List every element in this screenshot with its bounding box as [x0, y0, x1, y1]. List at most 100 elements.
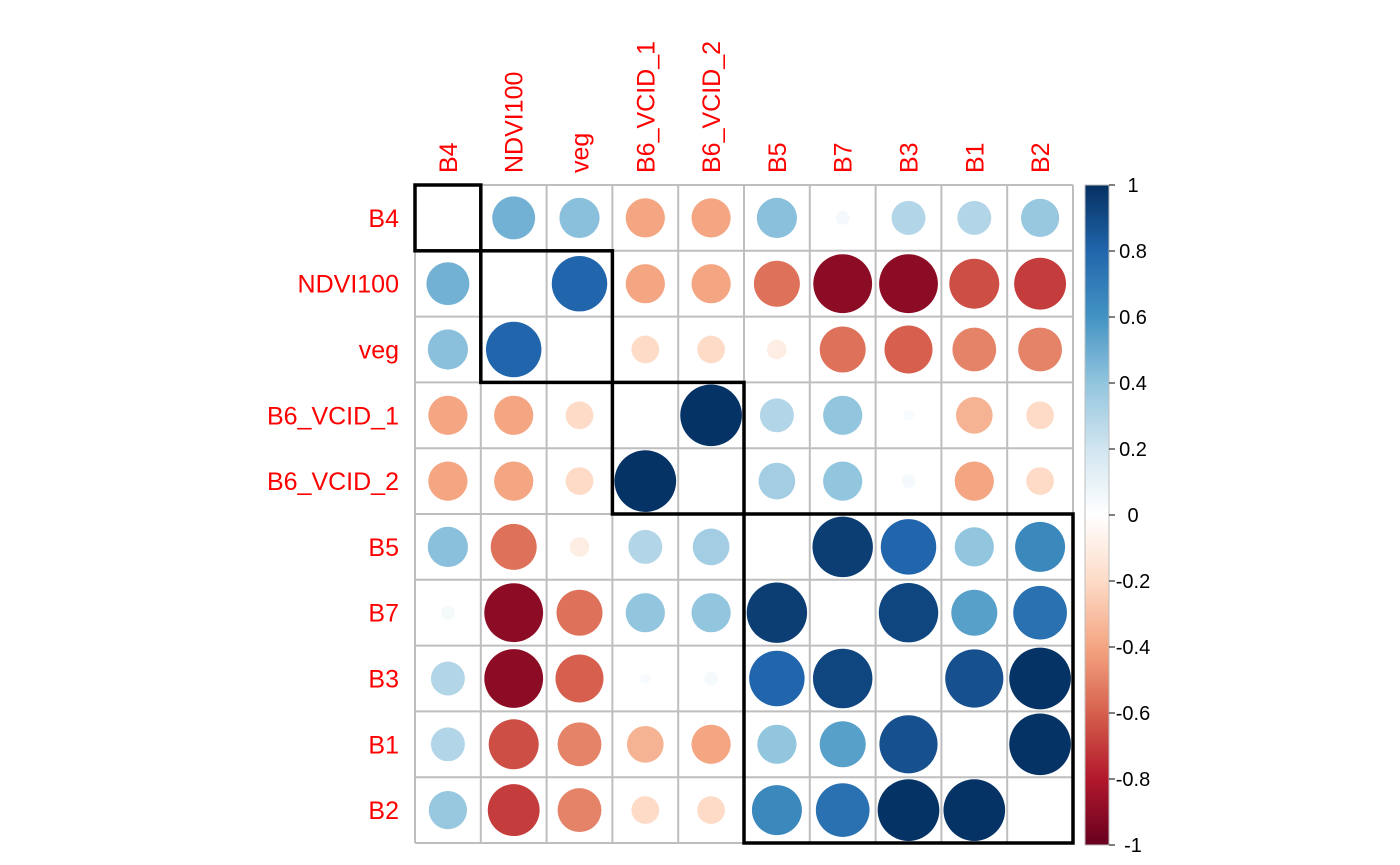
col-label-B6_VCID_1: B6_VCID_1 [632, 41, 660, 173]
column-labels: B4 NDVI100 veg B6_VCID_1 B6_VCID_2 B5 B7 B3 B1 B2 [435, 41, 1055, 173]
col-label-B5: B5 [764, 142, 792, 173]
corr-circle-B1-NDVI100 [488, 719, 539, 770]
corr-circle-B7-B5 [746, 582, 808, 643]
col-label-B2: B2 [1027, 142, 1055, 173]
corr-circle-veg-B1 [952, 327, 997, 372]
corr-circle-B2-B5 [751, 785, 802, 836]
corr-circle-veg-NDVI100 [485, 321, 542, 378]
corr-circle-NDVI100-B1 [949, 258, 1000, 309]
cluster-boxes [413, 183, 1075, 845]
col-label-B4: B4 [435, 142, 463, 173]
corr-circle-B6_VCID_1-NDVI100 [494, 395, 534, 435]
corr-circle-B3-B6_VCID_1 [639, 673, 651, 684]
corr-circle-B4-NDVI100 [492, 196, 536, 240]
row-label-B4: B4 [368, 205, 399, 233]
correlation-circles [426, 196, 1071, 841]
corr-circle-B6_VCID_2-NDVI100 [494, 461, 534, 501]
corr-circle-B2-B1 [943, 779, 1006, 841]
corr-circle-B5-NDVI100 [490, 523, 537, 570]
colorbar-tick-label: -1 [1124, 835, 1142, 857]
corr-circle-B5-B6_VCID_1 [628, 529, 663, 564]
corr-circle-B6_VCID_1-B1 [955, 396, 993, 434]
cluster-box-1 [413, 183, 483, 253]
corr-circle-B5-B3 [880, 519, 937, 575]
corr-circle-B6_VCID_1-B3 [903, 409, 914, 421]
corr-circle-NDVI100-B4 [426, 262, 470, 306]
corr-circle-NDVI100-veg [551, 255, 608, 312]
row-label-B7: B7 [368, 600, 399, 628]
colorbar-tick-label: 0.4 [1119, 373, 1147, 395]
corr-circle-B4-B7 [835, 210, 850, 225]
corr-circle-B6_VCID_2-B3 [901, 474, 916, 489]
corr-circle-veg-B6_VCID_2 [697, 335, 725, 364]
corr-circle-B2-B6_VCID_2 [697, 796, 725, 824]
corr-circle-veg-B3 [884, 325, 933, 374]
corr-circle-B1-B7 [819, 721, 866, 768]
corr-circle-B7-B6_VCID_2 [691, 593, 731, 633]
colorbar-tick-label: 1 [1127, 175, 1138, 197]
row-label-B2: B2 [368, 797, 399, 825]
corr-circle-B7-B1 [951, 589, 998, 636]
row-label-B1: B1 [368, 731, 399, 759]
corr-circle-B4-B6_VCID_2 [691, 198, 731, 238]
corr-circle-B3-B4 [430, 661, 465, 696]
corr-circle-B3-B5 [749, 650, 805, 707]
corr-circle-NDVI100-B3 [879, 254, 938, 314]
corr-circle-B3-NDVI100 [484, 649, 544, 708]
corr-circle-B4-B3 [891, 200, 926, 235]
corr-circle-NDVI100-B2 [1014, 257, 1067, 310]
corr-circle-B7-veg [556, 589, 603, 636]
corr-circle-B4-B6_VCID_1 [625, 198, 665, 238]
corr-circle-NDVI100-B7 [813, 254, 873, 314]
row-label-veg: veg [359, 337, 399, 365]
colorbar-gradient [1084, 184, 1110, 846]
col-label-B1: B1 [961, 142, 989, 173]
corr-circle-B3-B1 [945, 649, 1004, 708]
corr-circle-B6_VCID_2-B7 [823, 461, 863, 501]
corr-circle-B1-B6_VCID_1 [626, 725, 664, 763]
corr-circle-B2-B6_VCID_1 [631, 796, 660, 824]
col-label-NDVI100: NDVI100 [501, 72, 529, 173]
corr-circle-veg-B4 [427, 329, 468, 370]
corr-circle-B2-veg [557, 788, 602, 833]
corr-circle-B7-B6_VCID_1 [625, 593, 665, 633]
color-legend: 1 0.8 0.6 0.4 0.2 0 -0.2 -0.4 -0.6 -0.8 -1 [1084, 175, 1150, 857]
corr-circle-B5-B1 [954, 527, 994, 567]
corr-circle-B6_VCID_1-B6_VCID_2 [680, 384, 742, 447]
corr-circle-B6_VCID_1-B4 [428, 395, 468, 435]
row-label-B6_VCID_1: B6_VCID_1 [267, 402, 399, 430]
corr-circle-B4-B1 [957, 200, 992, 235]
corr-circle-B6_VCID_2-B5 [758, 462, 796, 500]
colorbar-tick-label: 0.2 [1119, 439, 1147, 461]
corr-circle-B3-veg [555, 654, 604, 703]
corr-circle-veg-B2 [1018, 327, 1063, 372]
corr-circle-B6_VCID_2-veg [565, 467, 594, 495]
corr-circle-NDVI100-B6_VCID_1 [625, 264, 665, 304]
corr-circle-B4-veg [559, 197, 600, 238]
corr-circle-B3-B6_VCID_2 [704, 671, 719, 686]
col-label-B6_VCID_2: B6_VCID_2 [698, 41, 726, 173]
corr-circle-B5-B2 [1015, 521, 1066, 572]
colorbar-tick-label: 0 [1127, 505, 1138, 527]
corr-circle-B1-B4 [430, 727, 465, 762]
corr-circle-B1-B5 [757, 724, 797, 764]
corr-circle-B7-B3 [878, 582, 939, 643]
row-label-B5: B5 [368, 534, 399, 562]
corr-circle-B3-B7 [812, 648, 873, 709]
colorbar-tick-label: -0.8 [1116, 769, 1150, 791]
corr-circle-B1-veg [557, 722, 602, 767]
colorbar-tick-label: 0.8 [1119, 241, 1147, 263]
cluster-box-4 [742, 512, 1075, 845]
corr-circle-B7-NDVI100 [484, 583, 544, 643]
corr-circle-B5-B4 [427, 526, 468, 567]
corr-circle-B1-B3 [879, 715, 938, 774]
cluster-box-2 [479, 249, 615, 385]
col-label-B7: B7 [830, 142, 858, 173]
corr-circle-veg-B7 [819, 326, 866, 373]
corr-circle-B6_VCID_2-B6_VCID_1 [614, 450, 677, 512]
col-label-veg: veg [567, 133, 595, 173]
corr-circle-B3-B2 [1009, 647, 1071, 710]
corr-circle-B5-B6_VCID_2 [692, 528, 730, 566]
corr-circle-B2-B7 [815, 783, 870, 837]
